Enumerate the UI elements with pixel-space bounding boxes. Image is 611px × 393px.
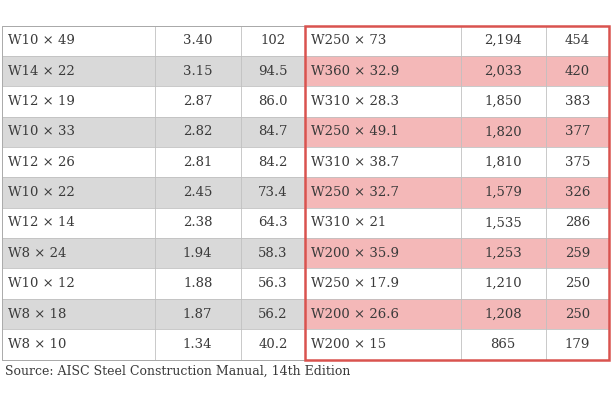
Text: W310 × 21: W310 × 21 [311,217,386,230]
Text: 250: 250 [565,277,590,290]
Text: W8 × 24: W8 × 24 [8,247,67,260]
Text: 1,850: 1,850 [485,95,522,108]
Bar [305,299,609,329]
Bar [2,208,305,238]
Text: 2,033: 2,033 [485,64,522,77]
Text: 377: 377 [565,125,590,138]
Text: 454: 454 [565,34,590,47]
Text: 1,535: 1,535 [485,217,522,230]
Text: 326: 326 [565,186,590,199]
Text: W310 × 38.7: W310 × 38.7 [311,156,399,169]
Text: 40.2: 40.2 [258,338,288,351]
Text: 1,820: 1,820 [485,125,522,138]
Text: 2.45: 2.45 [183,186,213,199]
Text: 2.87: 2.87 [183,95,213,108]
Bar [2,26,305,360]
Text: 1.88: 1.88 [183,277,213,290]
Bar [2,177,305,208]
Text: W250 × 73: W250 × 73 [311,34,386,47]
Text: W12 × 19: W12 × 19 [8,95,75,108]
Text: Source: AISC Steel Construction Manual, 14th Edition: Source: AISC Steel Construction Manual, … [5,365,350,378]
Text: W200 × 26.6: W200 × 26.6 [311,308,399,321]
Text: 286: 286 [565,217,590,230]
Text: W200 × 35.9: W200 × 35.9 [311,247,399,260]
Bar [305,238,609,268]
Text: 420: 420 [565,64,590,77]
Text: 1.87: 1.87 [183,308,213,321]
Text: 84.7: 84.7 [258,125,288,138]
Bar [305,117,609,147]
Text: 64.3: 64.3 [258,217,288,230]
Text: 383: 383 [565,95,590,108]
Bar [305,329,609,360]
Text: 3.40: 3.40 [183,34,213,47]
Text: 2.82: 2.82 [183,125,213,138]
Text: 2.38: 2.38 [183,217,213,230]
Text: W250 × 49.1: W250 × 49.1 [311,125,399,138]
Text: 375: 375 [565,156,590,169]
Bar [2,268,305,299]
Bar [305,268,609,299]
Bar [2,147,305,177]
Text: 1.94: 1.94 [183,247,213,260]
Text: 1,579: 1,579 [485,186,522,199]
Text: W250 × 17.9: W250 × 17.9 [311,277,399,290]
Text: 179: 179 [565,338,590,351]
Bar [305,177,609,208]
Text: 73.4: 73.4 [258,186,288,199]
Text: W8 × 10: W8 × 10 [8,338,67,351]
Text: W10 × 33: W10 × 33 [8,125,75,138]
Text: 58.3: 58.3 [258,247,288,260]
Text: 259: 259 [565,247,590,260]
Text: 1,253: 1,253 [485,247,522,260]
Text: W14 × 22: W14 × 22 [8,64,75,77]
Bar [305,86,609,117]
Text: 3.15: 3.15 [183,64,213,77]
Text: W12 × 26: W12 × 26 [8,156,75,169]
Text: W10 × 22: W10 × 22 [8,186,75,199]
Text: W12 × 14: W12 × 14 [8,217,75,230]
Text: 56.3: 56.3 [258,277,288,290]
Bar [305,26,609,56]
Text: 250: 250 [565,308,590,321]
Text: 1,208: 1,208 [485,308,522,321]
Text: W8 × 18: W8 × 18 [8,308,67,321]
Text: W310 × 28.3: W310 × 28.3 [311,95,399,108]
Text: W10 × 12: W10 × 12 [8,277,75,290]
Text: W200 × 15: W200 × 15 [311,338,386,351]
Text: 1,810: 1,810 [485,156,522,169]
Text: W250 × 32.7: W250 × 32.7 [311,186,399,199]
Text: 2.81: 2.81 [183,156,213,169]
Bar [2,117,305,147]
Bar [2,86,305,117]
Bar [2,26,305,56]
Text: 1.34: 1.34 [183,338,213,351]
Bar [2,56,305,86]
Text: W10 × 49: W10 × 49 [8,34,75,47]
Bar [2,299,305,329]
Text: W360 × 32.9: W360 × 32.9 [311,64,399,77]
Text: 102: 102 [260,34,285,47]
Text: 1,210: 1,210 [485,277,522,290]
Bar [305,147,609,177]
Text: 56.2: 56.2 [258,308,288,321]
Bar [305,56,609,86]
Text: 2,194: 2,194 [485,34,522,47]
Bar [2,329,305,360]
Bar [305,208,609,238]
Text: 84.2: 84.2 [258,156,288,169]
Text: 86.0: 86.0 [258,95,288,108]
Bar [305,26,609,360]
Text: 865: 865 [491,338,516,351]
Text: 94.5: 94.5 [258,64,288,77]
Bar [2,238,305,268]
